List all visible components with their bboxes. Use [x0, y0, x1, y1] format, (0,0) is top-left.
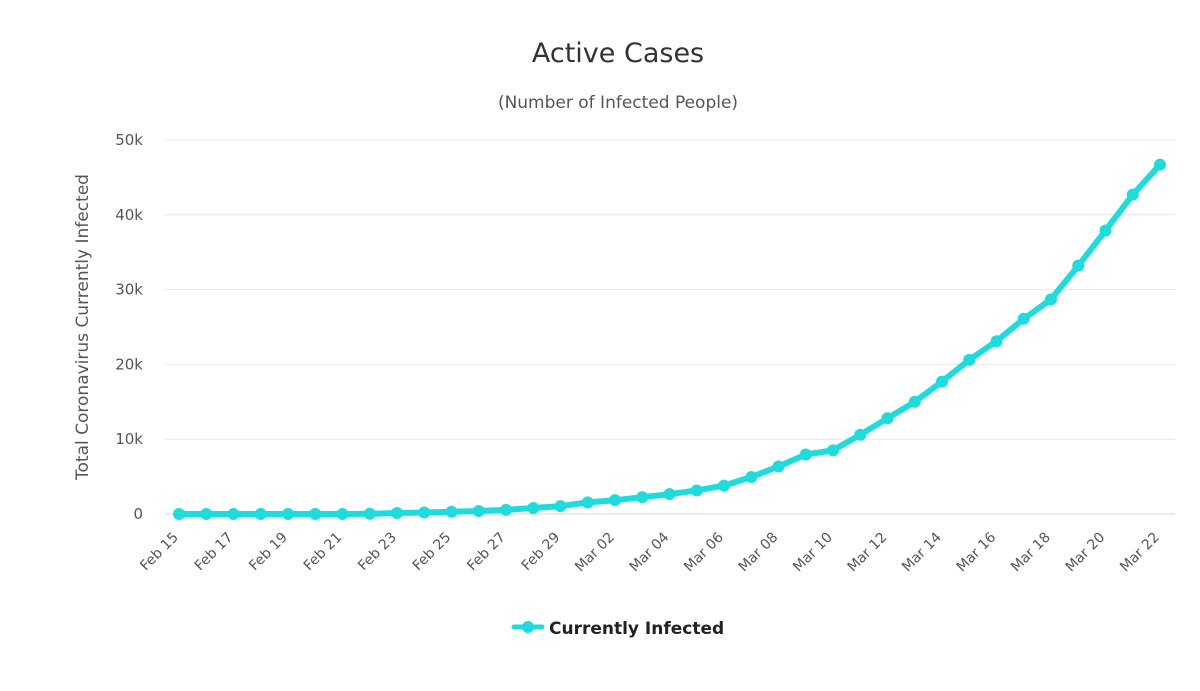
y-tick-label: 10k — [115, 430, 143, 448]
data-point — [854, 428, 867, 441]
data-point — [745, 470, 758, 483]
data-point — [336, 507, 349, 520]
y-tick-label: 40k — [115, 206, 143, 224]
data-point — [554, 500, 567, 513]
legend-label: Currently Infected — [549, 619, 724, 639]
series-layer — [173, 158, 1166, 520]
y-tick-label: 20k — [115, 355, 143, 373]
data-point — [663, 488, 676, 501]
y-axis-ticks: 0 10k 20k 30k 40k 50k — [115, 131, 143, 523]
data-point — [718, 479, 730, 492]
x-tick-label: Mar 14 — [899, 529, 945, 575]
data-point — [1099, 224, 1112, 237]
x-tick-label: Mar 12 — [845, 530, 891, 576]
x-tick-label: Mar 06 — [681, 529, 727, 575]
x-tick-label: Feb 15 — [137, 530, 182, 575]
data-point — [990, 335, 1003, 348]
x-tick-label: Mar 10 — [790, 530, 836, 576]
x-tick-label: Mar 20 — [1063, 530, 1109, 576]
data-point — [1072, 259, 1085, 272]
chart-subtitle: (Number of Infected People) — [498, 93, 738, 113]
series-line-currently-infected — [176, 161, 1163, 517]
x-tick-label: Mar 22 — [1117, 530, 1163, 576]
data-point — [254, 507, 267, 520]
data-point — [690, 484, 703, 497]
y-axis-label: Total Coronavirus Currently Infected — [73, 174, 93, 481]
x-tick-label: Feb 27 — [464, 530, 509, 575]
grid-layer — [165, 139, 1175, 515]
x-tick-label: Feb 19 — [246, 530, 291, 575]
legend[interactable]: Currently Infected — [511, 619, 724, 639]
data-point — [636, 491, 649, 504]
x-tick-label: Feb 29 — [519, 530, 564, 575]
y-tick-label: 30k — [115, 281, 143, 299]
x-tick-label: Feb 21 — [301, 530, 346, 575]
x-tick-label: Mar 02 — [572, 530, 618, 576]
y-tick-label: 0 — [133, 505, 143, 523]
data-point — [418, 506, 431, 519]
x-tick-label: Mar 18 — [1008, 530, 1054, 576]
data-point — [309, 507, 322, 520]
data-point — [282, 507, 294, 520]
data-point — [173, 507, 185, 520]
data-point — [827, 444, 839, 457]
data-point — [1154, 158, 1166, 171]
data-point — [472, 505, 485, 518]
data-point — [500, 503, 512, 516]
x-tick-label: Feb 17 — [192, 530, 237, 575]
x-tick-label: Feb 23 — [355, 530, 400, 575]
x-axis-ticks: Feb 15 Feb 17 Feb 19 Feb 21 Feb 23 Feb 25 Feb … — [137, 529, 1163, 575]
legend-dot-marker — [522, 621, 534, 633]
data-point — [772, 460, 785, 473]
x-tick-label: Feb 25 — [410, 530, 455, 575]
data-point — [609, 494, 621, 507]
data-point — [391, 507, 403, 520]
x-tick-label: Mar 16 — [954, 529, 1000, 575]
data-point — [1126, 188, 1139, 201]
data-point — [1045, 293, 1057, 306]
data-point — [200, 507, 213, 520]
data-point — [1017, 312, 1030, 325]
data-point — [527, 502, 540, 515]
x-tick-label: Mar 08 — [736, 530, 782, 576]
data-point — [908, 395, 921, 408]
data-point — [799, 448, 812, 461]
y-tick-label: 50k — [115, 131, 143, 149]
data-point — [227, 507, 240, 520]
data-point — [581, 496, 594, 509]
x-tick-label: Mar 04 — [627, 529, 673, 575]
data-point — [445, 505, 458, 518]
data-point — [881, 412, 894, 425]
data-point — [963, 353, 976, 366]
data-point — [363, 507, 376, 520]
data-point — [936, 375, 948, 388]
chart-title: Active Cases — [532, 38, 704, 69]
